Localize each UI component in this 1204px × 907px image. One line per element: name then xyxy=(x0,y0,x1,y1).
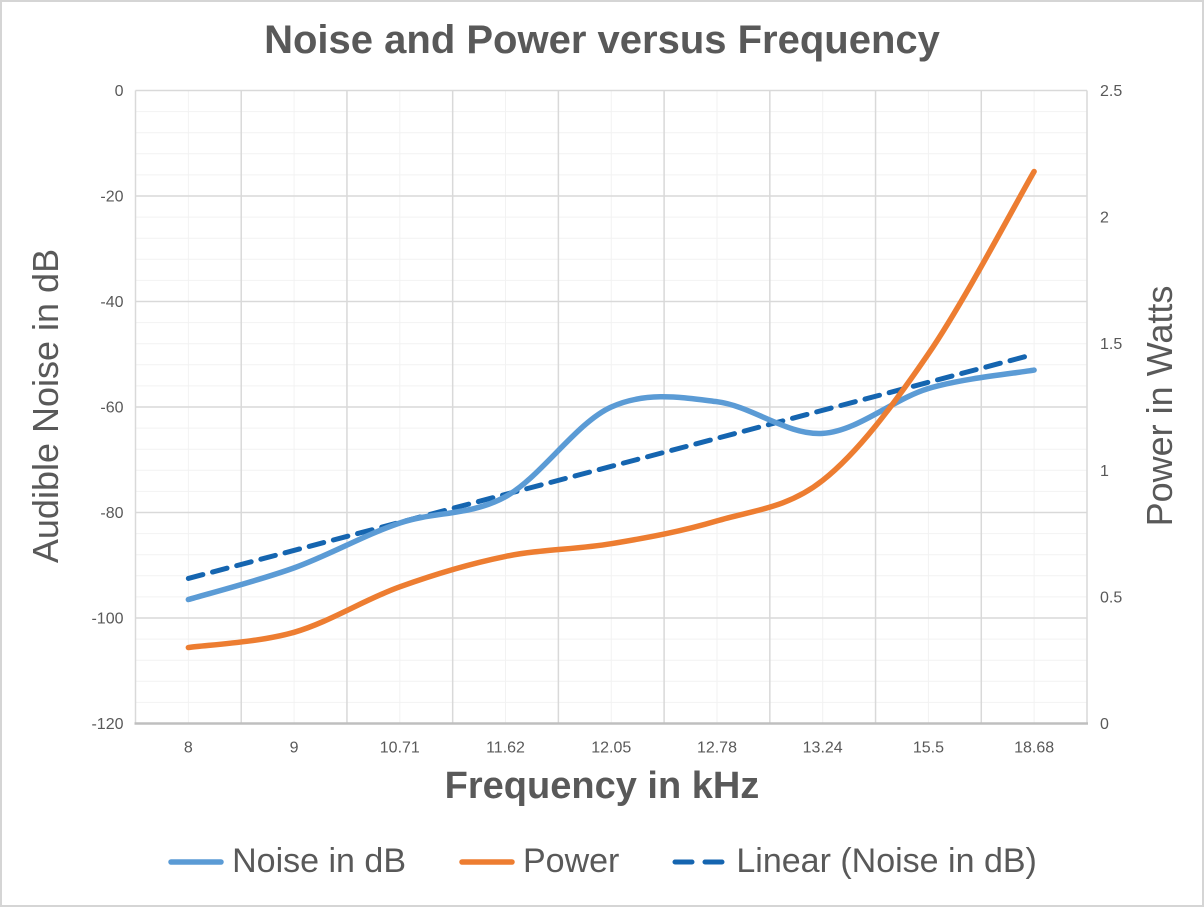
right-axis-tick-label: 2 xyxy=(1100,210,1109,227)
series-line xyxy=(185,168,1037,651)
x-axis-tick-label: 10.71 xyxy=(380,740,420,757)
left-axis-tick-label: -80 xyxy=(100,505,123,522)
x-axis-title: Frequency in kHz xyxy=(444,765,760,807)
x-axis-tick-labels: 8 9 10.71 11.62 12.05 12.78 13.24 15.5 18.68 xyxy=(184,740,1054,757)
left-axis-tick-label: -100 xyxy=(91,611,123,628)
gridlines-minor xyxy=(135,90,1087,724)
legend-item-trendline: Linear (Noise in dB) xyxy=(671,842,1037,881)
chart-title: Noise and Power versus Frequency xyxy=(264,18,940,62)
legend-item-noise: Noise in dB xyxy=(167,842,406,881)
right-axis-tick-label: 1.5 xyxy=(1100,336,1122,353)
right-axis-tick-label: 0.5 xyxy=(1100,589,1122,606)
power-line-swatch-icon xyxy=(459,858,515,865)
series-linear-noise-in-db- xyxy=(185,351,1037,581)
left-axis-tick-label: -120 xyxy=(91,716,123,733)
left-axis-tick-label: -40 xyxy=(100,294,123,311)
right-axis-title: Power in Watts xyxy=(1139,285,1180,527)
x-axis-tick-label: 18.68 xyxy=(1014,740,1054,757)
legend-label-power: Power xyxy=(523,842,620,880)
left-axis-tick-label: -60 xyxy=(100,400,123,417)
gridlines-major xyxy=(134,89,1088,725)
x-axis-tick-label: 12.78 xyxy=(697,740,737,757)
x-axis-tick-label: 13.24 xyxy=(803,740,843,757)
right-axis-tick-label: 2.5 xyxy=(1100,83,1122,100)
series-line xyxy=(185,351,1037,581)
left-axis-tick-labels: 0 -20 -40 -60 -80 -100 -120 xyxy=(91,83,123,733)
left-axis-title: Audible Noise in dB xyxy=(25,248,66,564)
legend-label-trendline: Linear (Noise in dB) xyxy=(736,842,1037,880)
x-axis-tick-label: 15.5 xyxy=(913,740,944,757)
x-axis-tick-label: 8 xyxy=(184,740,193,757)
left-axis-tick-label: 0 xyxy=(115,83,124,100)
left-axis-tick-label: -20 xyxy=(100,189,123,206)
series-power xyxy=(185,168,1037,651)
x-axis-tick-label: 12.05 xyxy=(591,740,631,757)
right-axis-tick-label: 0 xyxy=(1100,716,1109,733)
right-axis-tick-label: 1 xyxy=(1100,463,1109,480)
legend-item-power: Power xyxy=(458,842,619,881)
right-axis-tick-labels: 2.5 2 1.5 1 0.5 0 xyxy=(1100,83,1122,733)
x-axis-tick-label: 9 xyxy=(290,740,299,757)
x-axis-tick-label: 11.62 xyxy=(486,740,525,757)
legend-label-noise: Noise in dB xyxy=(232,842,406,880)
noise-line-swatch-icon xyxy=(168,858,224,865)
legend: Noise in dB Power Linear (Noise in dB) xyxy=(2,842,1202,881)
trendline-dashed-swatch-icon xyxy=(672,859,728,864)
